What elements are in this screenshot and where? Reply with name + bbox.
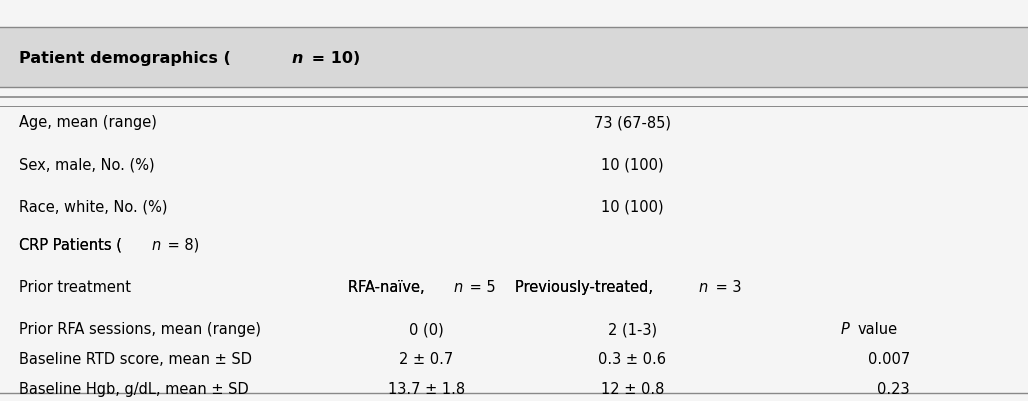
Text: 10 (100): 10 (100) (601, 157, 663, 172)
Text: 13.7 ± 1.8: 13.7 ± 1.8 (388, 381, 466, 397)
Text: CRP Patients (: CRP Patients ( (19, 237, 121, 252)
Text: RFA-naïve,: RFA-naïve, (348, 279, 430, 294)
Text: Baseline Hgb, g/dL, mean ± SD: Baseline Hgb, g/dL, mean ± SD (19, 381, 248, 397)
Text: Prior treatment: Prior treatment (19, 279, 131, 294)
Text: 0.3 ± 0.6: 0.3 ± 0.6 (598, 351, 666, 367)
FancyBboxPatch shape (0, 28, 1028, 88)
Text: Sex, male, No. (%): Sex, male, No. (%) (19, 157, 154, 172)
Text: Prior RFA sessions, mean (range): Prior RFA sessions, mean (range) (19, 321, 260, 336)
Text: value: value (858, 321, 898, 336)
Text: n: n (292, 51, 303, 66)
Text: 73 (67-85): 73 (67-85) (594, 115, 670, 130)
Text: Race, white, No. (%): Race, white, No. (%) (19, 199, 167, 214)
Text: = 3: = 3 (710, 279, 741, 294)
Text: 2 ± 0.7: 2 ± 0.7 (400, 351, 453, 367)
Text: P: P (841, 321, 854, 336)
Text: Age, mean (range): Age, mean (range) (19, 115, 156, 130)
Text: 0.23: 0.23 (877, 381, 910, 397)
Text: n: n (151, 237, 160, 252)
Text: Baseline RTD score, mean ± SD: Baseline RTD score, mean ± SD (19, 351, 252, 367)
Text: 12 ± 0.8: 12 ± 0.8 (600, 381, 664, 397)
Text: CRP Patients (: CRP Patients ( (19, 237, 121, 252)
Text: 0.007: 0.007 (868, 351, 910, 367)
Text: 10 (100): 10 (100) (601, 199, 663, 214)
Text: 2 (1-3): 2 (1-3) (608, 321, 657, 336)
Text: Patient demographics (: Patient demographics ( (19, 51, 230, 66)
Text: n: n (699, 279, 708, 294)
Text: 0 (0): 0 (0) (409, 321, 444, 336)
Text: RFA-naïve,: RFA-naïve, (348, 279, 430, 294)
Text: Previously-treated,: Previously-treated, (515, 279, 657, 294)
Text: n: n (453, 279, 463, 294)
Text: Previously-treated,: Previously-treated, (515, 279, 657, 294)
Text: = 5: = 5 (466, 279, 495, 294)
Text: = 8): = 8) (163, 237, 199, 252)
Text: = 10): = 10) (306, 51, 361, 66)
